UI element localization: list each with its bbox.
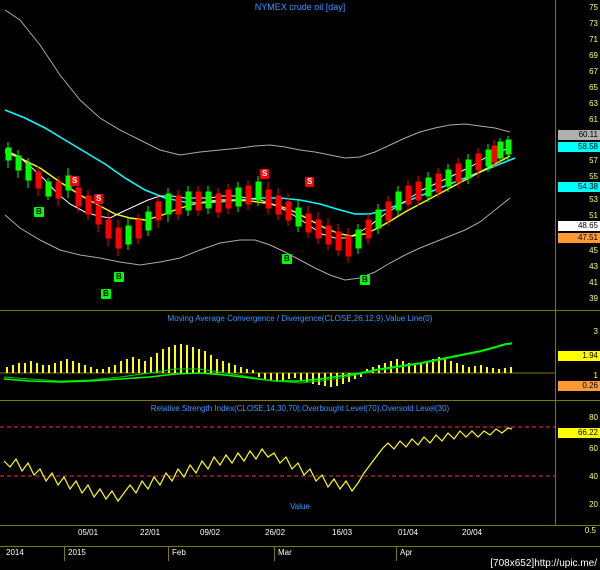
year-axis: 2014 2015 Feb Mar Apr <box>0 547 600 561</box>
date-tick: 16/03 <box>332 528 353 537</box>
watermark: [708x652]http://upic.me/ <box>490 558 597 569</box>
axis-tick: 20 <box>589 500 598 509</box>
price-svg <box>4 9 516 281</box>
axis-tick: 57 <box>589 156 598 165</box>
axis-tick: 40 <box>589 472 598 481</box>
axis-tick: 53 <box>589 195 598 204</box>
axis-tick: 63 <box>589 99 598 108</box>
price-panel: NYMEX crude oil [day] <box>0 0 600 311</box>
price-axis: 75 73 71 69 67 65 63 61 57 55 53 51 45 4… <box>555 0 600 310</box>
date-tick: 26/02 <box>265 528 286 537</box>
axis-divider <box>396 547 397 561</box>
macd-title: Moving Average Convergence / Divergence(… <box>167 314 433 323</box>
rsi-title: Relative Strength Index(CLOSE,14,30,70),… <box>150 404 450 413</box>
axis-tick: 61 <box>589 115 598 124</box>
axis-tick: 67 <box>589 67 598 76</box>
price-box-level: 47.51 <box>558 233 600 243</box>
rsi-svg <box>0 426 556 503</box>
macd-box-signal: 1.94 <box>558 351 600 361</box>
year-tick: Feb <box>172 548 186 557</box>
axis-tick: 41 <box>589 278 598 287</box>
date-tick: 22/01 <box>140 528 161 537</box>
macd-svg <box>0 342 556 387</box>
axis-tick: 39 <box>589 294 598 303</box>
chart-title: NYMEX crude oil [day] <box>254 2 346 12</box>
signal-marker-sell: S <box>260 169 270 179</box>
rsi-value-label: Value <box>290 502 310 511</box>
macd-plot <box>0 311 556 399</box>
signal-marker-sell: S <box>70 176 80 186</box>
axis-tick: 45 <box>589 246 598 255</box>
axis-tick: 69 <box>589 51 598 60</box>
axis-tick: 80 <box>589 413 598 422</box>
rsi-plot <box>0 401 556 524</box>
axis-tick: 1 <box>593 371 598 380</box>
rsi-panel: Relative Strength Index(CLOSE,14,30,70),… <box>0 400 600 527</box>
axis-divider <box>64 547 65 561</box>
macd-panel: Moving Average Convergence / Divergence(… <box>0 310 600 402</box>
price-box-close: 58.58 <box>558 142 600 152</box>
price-plot <box>4 9 516 281</box>
date-tick: 20/04 <box>462 528 483 537</box>
axis-tick: 0.5 <box>584 526 596 535</box>
signal-marker-buy: B <box>101 289 111 299</box>
date-axis-separator <box>0 546 600 547</box>
axis-divider <box>168 547 169 561</box>
rsi-box-value: 66.22 <box>558 428 600 438</box>
signal-marker-sell: S <box>94 194 104 204</box>
signal-marker-buy: B <box>114 272 124 282</box>
candles <box>5 136 512 262</box>
axis-tick: 75 <box>589 3 598 12</box>
price-box-band: 48.65 <box>558 221 600 231</box>
signal-marker-buy: B <box>282 254 292 264</box>
rsi-axis: 80 60 40 20 66.22 <box>555 400 600 525</box>
signal-marker-buy: B <box>360 275 370 285</box>
year-tick: Apr <box>400 548 413 557</box>
signal-marker-buy: B <box>34 207 44 217</box>
price-box-ma: 54.38 <box>558 182 600 192</box>
axis-tick: 73 <box>589 19 598 28</box>
year-tick: Mar <box>278 548 292 557</box>
year-tick: 2015 <box>68 548 86 557</box>
axis-tick: 51 <box>589 211 598 220</box>
year-tick: 2014 <box>6 548 24 557</box>
date-axis: 05/01 22/01 09/02 26/02 16/03 01/04 20/0… <box>0 525 600 548</box>
axis-tick: 71 <box>589 35 598 44</box>
date-tick: 09/02 <box>200 528 221 537</box>
date-tick: 05/01 <box>78 528 99 537</box>
price-box-last: 60.11 <box>558 130 600 140</box>
axis-tick: 60 <box>589 444 598 453</box>
macd-box-hist: 0.26 <box>558 381 600 391</box>
axis-tick: 65 <box>589 83 598 92</box>
axis-tick: 43 <box>589 262 598 271</box>
axis-divider <box>274 547 275 561</box>
date-tick: 01/04 <box>398 528 419 537</box>
axis-tick: 3 <box>593 327 598 336</box>
signal-marker-sell: S <box>305 177 315 187</box>
macd-axis: 3 1 1.94 0.26 <box>555 310 600 400</box>
axis-tick: 55 <box>589 172 598 181</box>
